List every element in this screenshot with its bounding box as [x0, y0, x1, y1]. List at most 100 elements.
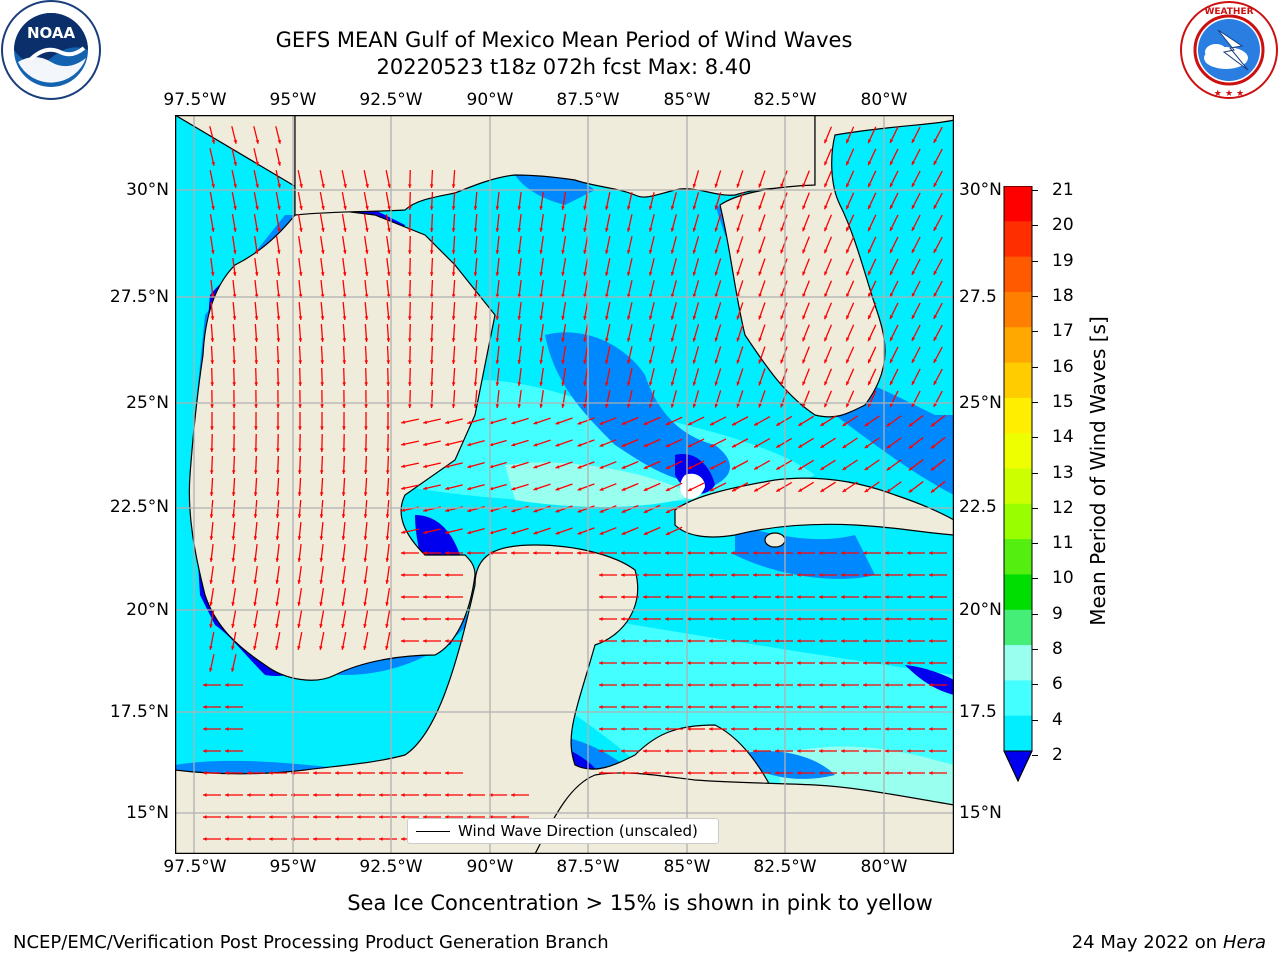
wave-arrow-head [908, 444, 913, 449]
wave-arrow-head [210, 272, 215, 276]
wave-arrow-head [889, 315, 894, 320]
wave-arrow-head [319, 558, 324, 562]
wave-arrow-head [211, 250, 215, 254]
wave-arrow-head [824, 161, 828, 166]
wave-arrow-head [802, 205, 806, 210]
wave-arrow-head [269, 837, 273, 841]
wave-arrow-head [364, 360, 369, 364]
wave-arrow-head [386, 360, 391, 364]
wave-arrow-head [583, 228, 587, 232]
wave-arrow-head [819, 771, 823, 775]
wave-arrow-head [665, 421, 670, 425]
wave-arrow-head [253, 645, 257, 650]
wave-arrow-head [423, 771, 427, 775]
wave-arrow-head [643, 749, 647, 753]
wave-arrow-head [824, 183, 828, 188]
wave-arrow-head [451, 250, 456, 254]
wave-arrow-head [275, 645, 279, 650]
wave-arrow-head [467, 508, 472, 513]
wave-arrow-head [561, 228, 565, 232]
wave-arrow-head [802, 315, 806, 320]
wave-arrow-head [298, 338, 303, 342]
wave-arrow-head [780, 249, 784, 254]
wave-arrow-head [687, 771, 691, 775]
wave-arrow-head [776, 444, 781, 448]
wave-arrow-head [555, 443, 560, 447]
wave-arrow-head [908, 488, 913, 493]
wave-arrow-head [408, 228, 412, 232]
wave-arrow-head [276, 338, 281, 342]
wave-arrow-head [539, 228, 544, 232]
wave-arrow-head [203, 793, 207, 797]
wave-arrow-head [363, 602, 367, 606]
wave-arrow-head [802, 183, 806, 188]
wave-arrow-head [753, 595, 757, 599]
wave-arrow-head [775, 551, 779, 555]
wave-arrow-head [297, 514, 302, 518]
lon-tick-bottom: 90°W [466, 857, 514, 877]
wave-arrow-head [599, 465, 604, 469]
wave-arrow-head [605, 315, 609, 320]
colorbar-segment [1004, 468, 1032, 505]
wave-arrow-head [343, 183, 347, 188]
wave-arrow-head [495, 228, 500, 232]
wave-arrow-head [627, 337, 631, 342]
wave-arrow-head [319, 492, 324, 496]
wave-arrow-head [929, 573, 933, 577]
map-legend: Wind Wave Direction (unscaled) [407, 818, 719, 844]
wave-arrow-head [670, 359, 675, 364]
wave-arrow-head [225, 815, 229, 819]
wave-arrow-head [321, 250, 325, 254]
wave-arrow-head [709, 421, 714, 426]
wave-arrow-head [533, 551, 537, 555]
wave-arrow-head [819, 749, 823, 753]
wave-arrow-head [401, 639, 405, 643]
wave-arrow-head [209, 536, 214, 540]
wave-arrow-head [665, 531, 670, 535]
wave-arrow-head [385, 492, 390, 496]
colorbar-label: 4 [1052, 709, 1063, 730]
colorbar-tick [1032, 578, 1038, 580]
wave-arrow-head [297, 558, 302, 562]
colorbar-tick [1032, 190, 1038, 191]
wave-arrow-head [539, 316, 544, 320]
wave-arrow-head [621, 421, 626, 425]
wave-arrow-head [775, 661, 779, 665]
lat-tick-right: 27.5 [959, 287, 997, 307]
wave-arrow-head [753, 661, 757, 665]
wave-arrow-head [385, 514, 390, 518]
wave-arrow-head [643, 509, 648, 513]
wave-arrow-head [429, 206, 434, 210]
wave-arrow-head [732, 465, 737, 470]
wave-arrow-head [231, 602, 235, 606]
wave-arrow-head [555, 531, 560, 535]
wave-arrow-head [511, 551, 515, 555]
wave-arrow-head [363, 536, 368, 540]
wave-arrow-head [889, 293, 894, 298]
wave-arrow-head [709, 705, 713, 709]
wave-arrow-head [846, 271, 850, 276]
wave-arrow-head [209, 492, 214, 496]
wave-arrow-head [599, 749, 603, 753]
colorbar-segment [1004, 574, 1032, 611]
wave-arrow-head [687, 727, 691, 731]
wave-arrow-head [489, 551, 493, 555]
wave-arrow-head [473, 228, 478, 232]
wave-arrow-head [841, 573, 845, 577]
lon-tick-bottom: 92.5°W [359, 857, 423, 877]
wave-arrow-head [247, 793, 251, 797]
wave-arrow-head [841, 683, 845, 687]
wave-arrow-head [886, 444, 891, 449]
wave-arrow-head [820, 422, 825, 426]
wave-arrow-head [665, 727, 669, 731]
wave-arrow-head [846, 359, 850, 364]
wave-arrow-head [467, 486, 472, 491]
lat-tick-left: 27.5°N [109, 287, 169, 307]
wave-arrow-head [297, 470, 302, 474]
wave-arrow-head [517, 272, 522, 276]
wave-arrow-head [555, 487, 560, 491]
wave-arrow-head [886, 466, 891, 471]
wave-arrow-head [364, 404, 368, 408]
wave-arrow-head [276, 426, 280, 430]
wave-arrow-head [643, 661, 647, 665]
